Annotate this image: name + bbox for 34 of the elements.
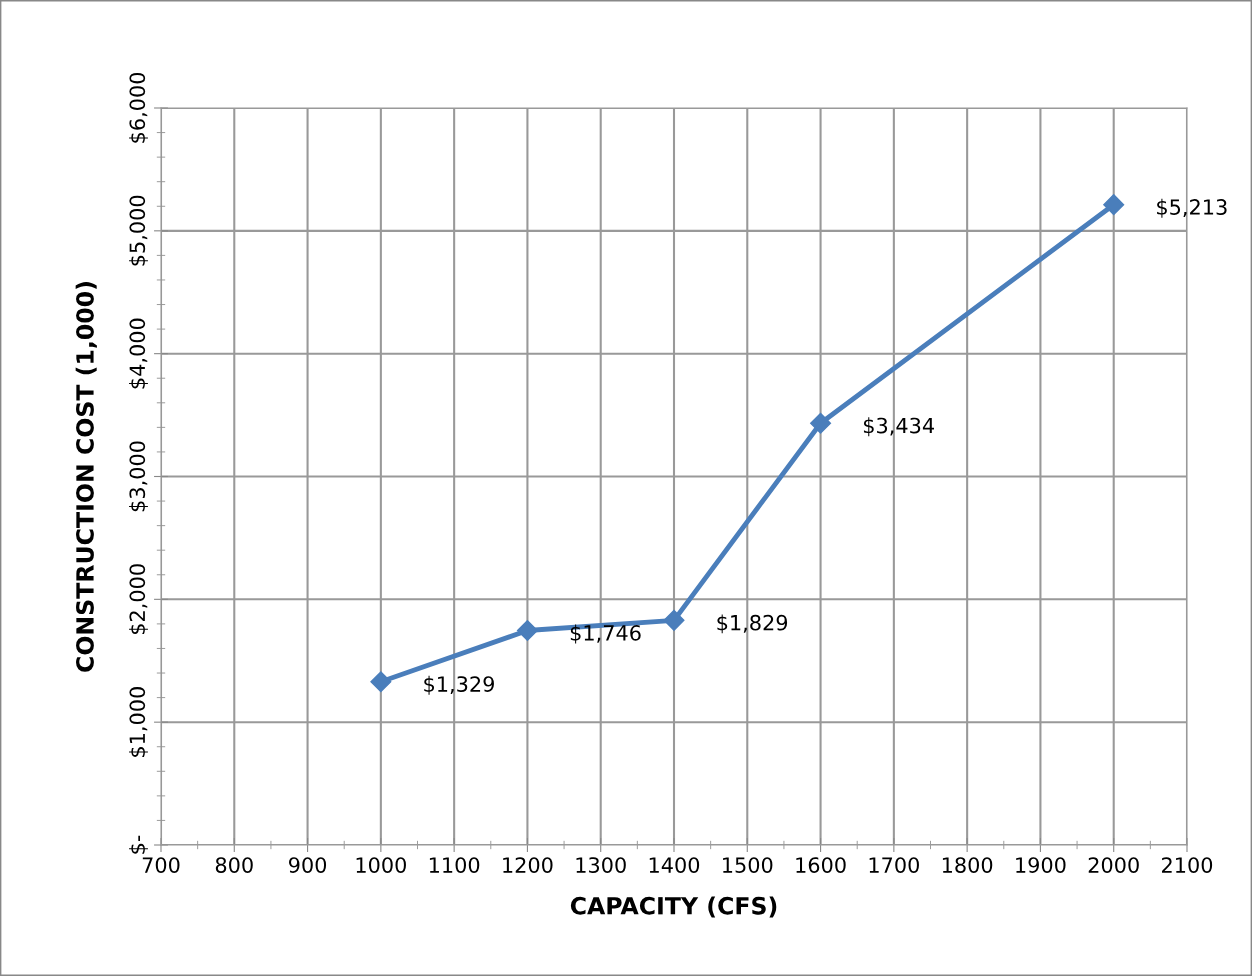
data-label: $1,329 [424, 675, 494, 695]
data-label: $1,746 [570, 624, 641, 644]
x-tick-label: 1500 [723, 857, 773, 873]
x-tick-label: 1400 [649, 857, 700, 873]
y-tick-label: $3,000 [129, 441, 148, 512]
x-tick-label: 1200 [503, 857, 553, 873]
x-tick-label: 1700 [869, 857, 919, 873]
y-tick-label: $2,000 [129, 564, 148, 635]
x-tick-label: 1000 [356, 857, 406, 873]
x-tick-label: 1600 [796, 857, 846, 873]
x-tick-label: 1100 [429, 857, 480, 873]
y-axis-title: CONSTRUCTION COST (1,000) [75, 282, 97, 672]
data-label: $1,829 [717, 614, 788, 634]
point [370, 671, 392, 693]
x-tick-label: 700 [142, 857, 180, 873]
x-tick-label: 900 [289, 857, 327, 873]
y-tick-label: $- [129, 835, 148, 854]
y-tick-label: $1,000 [129, 687, 148, 757]
y-tick-label: $6,000 [129, 72, 148, 143]
data-label: $5,213 [1157, 198, 1227, 218]
y-tick-label: $5,000 [129, 195, 148, 266]
x-tick-label: 2100 [1162, 857, 1213, 873]
x-tick-label: 1800 [942, 857, 993, 873]
x-tick-label: 1900 [1016, 857, 1066, 873]
point [1103, 194, 1125, 216]
x-tick-label: 800 [215, 857, 253, 873]
point [516, 620, 538, 642]
point [810, 412, 832, 434]
point [663, 609, 685, 631]
x-tick-label: 2000 [1088, 857, 1139, 873]
x-axis-title: CAPACITY (CFS) [570, 896, 777, 918]
data-label: $3,434 [863, 417, 934, 437]
y-tick-label: $4,000 [129, 318, 148, 389]
x-tick-label: 1300 [576, 857, 626, 873]
